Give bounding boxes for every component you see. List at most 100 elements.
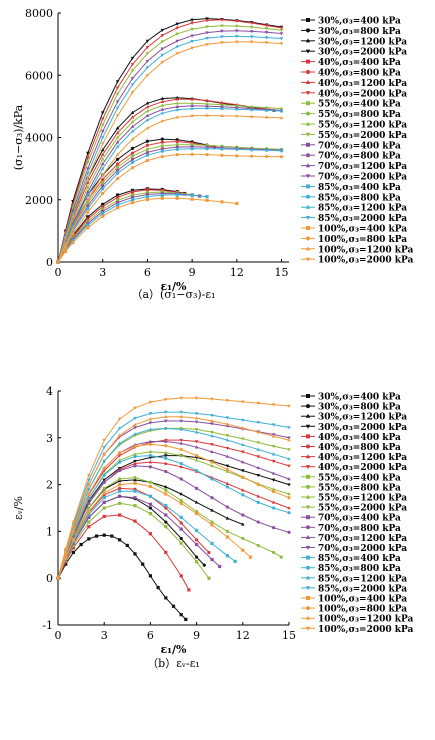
chart-b-series-18-point bbox=[241, 493, 245, 497]
chart-a-series-18-point bbox=[116, 171, 120, 175]
chart-b-series-24-point bbox=[87, 473, 91, 478]
chart-a-series-8-point bbox=[86, 156, 90, 160]
chart-b-series-5-point bbox=[187, 588, 191, 592]
chart-b-legend-swatch-marker bbox=[305, 626, 311, 631]
chart-a-series-20-point bbox=[86, 172, 90, 176]
chart-a-y-tick-label: 8000 bbox=[25, 7, 53, 20]
chart-b-series-1-point bbox=[71, 550, 75, 555]
chart-b-series-24-point bbox=[102, 438, 106, 443]
chart-b-series-1-point bbox=[102, 533, 106, 537]
chart-b-series-22-point bbox=[241, 475, 245, 479]
chart-a-series-22-point bbox=[250, 154, 254, 158]
chart-b-series-1-point bbox=[87, 537, 91, 541]
chart-b-series-10-point bbox=[164, 488, 168, 492]
chart-a-legend-label: 100%,σ₃=2000 kPa bbox=[318, 256, 414, 266]
chart-a-series-16-point bbox=[264, 31, 269, 35]
chart-b-series-1-point bbox=[148, 574, 152, 578]
chart-b-series-20-point bbox=[225, 416, 230, 420]
chart-a-series-4-point bbox=[175, 22, 179, 26]
chart-b-series-8-point bbox=[225, 446, 230, 451]
chart-b-series-24-point bbox=[287, 404, 291, 408]
chart-b-x-tick-label: 0 bbox=[55, 629, 62, 642]
chart-b-series-20-point bbox=[117, 427, 122, 431]
chart-a-series-12-point bbox=[160, 40, 165, 44]
chart-a-x-tick-label: 9 bbox=[189, 266, 196, 279]
chart-b-legend-swatch-marker bbox=[305, 535, 311, 539]
chart-a-series-9-point bbox=[86, 219, 90, 224]
chart-b-legend-swatch-marker bbox=[306, 555, 310, 560]
chart-b-series-6-point bbox=[195, 538, 199, 542]
chart-b-series-22-point bbox=[210, 460, 214, 464]
chart-a-legend-swatch-marker bbox=[306, 18, 310, 22]
chart-a-series-15-point bbox=[100, 162, 105, 166]
chart-b-series-14-point bbox=[133, 464, 137, 468]
chart-a-series-18-point bbox=[250, 148, 254, 152]
chart-b-y-tick-label: 3 bbox=[46, 432, 53, 445]
chart-a-legend-label: 55%,σ₃=800 kPa bbox=[318, 110, 401, 120]
chart-a-legend-swatch-marker bbox=[305, 121, 311, 126]
chart-b-series-16-point bbox=[225, 424, 230, 429]
chart-a-series-7-point bbox=[100, 152, 105, 156]
chart-a-series-16-point bbox=[130, 77, 135, 81]
chart-a-series-12-point bbox=[220, 24, 224, 28]
chart-a-series-15-point bbox=[115, 140, 120, 144]
chart-b-series-14-point bbox=[118, 468, 122, 473]
chart-b-series-20-point bbox=[271, 423, 276, 427]
chart-a-series-1-point bbox=[101, 202, 105, 207]
chart-a-series-21-point bbox=[116, 206, 120, 210]
chart-a-series-13-point bbox=[116, 200, 120, 205]
chart-b-series-14-point bbox=[225, 505, 229, 509]
chart-a-series-19-point bbox=[100, 166, 105, 170]
chart-a-series-11-point bbox=[160, 103, 165, 107]
chart-a-series-24-point bbox=[100, 142, 105, 146]
chart-a-y-tick-label: 0 bbox=[46, 256, 53, 269]
chart-b-y-tick-label: 4 bbox=[46, 385, 53, 398]
chart-a-series-11-point bbox=[235, 103, 239, 108]
chart-a-x-axis-label: ε₁/% bbox=[161, 280, 188, 293]
chart-a-series-19-point bbox=[160, 111, 165, 115]
chart-b-series-22-point bbox=[148, 442, 152, 446]
chart-b-series-17-point bbox=[133, 489, 137, 493]
chart-a-series-11-point bbox=[100, 157, 105, 161]
chart-a-series-22-point bbox=[101, 191, 105, 196]
chart-b-series-19-point bbox=[117, 441, 122, 445]
chart-a-series-3-point bbox=[145, 101, 150, 105]
chart-b-series-9-point bbox=[148, 512, 152, 516]
chart-a-series-16-point bbox=[100, 129, 105, 134]
chart-a-series-24-point bbox=[205, 43, 209, 47]
chart-a-series-5-point bbox=[145, 188, 150, 192]
chart-b-series-21-point bbox=[64, 556, 68, 560]
chart-a-legend-swatch-marker bbox=[306, 111, 310, 116]
chart-b-series-21 bbox=[56, 481, 253, 580]
chart-b: 0 3 6 9 12 15-101234ε₁/%εᵥ/%（b）εᵥ-ε₁30%,σ₃=40… bbox=[12, 385, 414, 670]
chart-a-series-8-point bbox=[145, 45, 150, 50]
chart-a-series-22-point bbox=[145, 158, 150, 163]
chart-b-series-23-point bbox=[241, 426, 245, 430]
chart-b-series-12-point bbox=[210, 430, 214, 435]
chart-b-series-24-point bbox=[241, 400, 245, 404]
chart-a-series-13-point bbox=[101, 209, 105, 213]
chart-b-series-4-point bbox=[148, 456, 153, 460]
chart-b-series-10-point bbox=[256, 543, 260, 548]
chart-b-series-10-point bbox=[225, 529, 229, 534]
chart-a-series-16-point bbox=[86, 167, 90, 171]
chart-b-legend-swatch-marker bbox=[306, 606, 310, 611]
chart-a-x-tick-label: 15 bbox=[275, 266, 289, 279]
chart-a-series-4-point bbox=[145, 39, 150, 43]
chart-b-series-8-point bbox=[194, 440, 199, 444]
chart-a-series-8-point bbox=[190, 21, 194, 25]
chart-a-series-23-point bbox=[160, 119, 165, 123]
chart-b-series-7-point bbox=[271, 500, 276, 504]
chart-b-series-15-point bbox=[271, 471, 276, 475]
chart-b-series-24 bbox=[56, 396, 291, 581]
chart-b-series-22-point bbox=[87, 492, 91, 496]
chart-a-legend-label: 100%,σ₃=400 kPa bbox=[318, 225, 407, 235]
chart-b-legend-swatch-marker bbox=[305, 575, 311, 580]
chart-a-series-11-point bbox=[190, 101, 194, 105]
chart-a-y-tick-label: 6000 bbox=[25, 69, 53, 82]
chart-a-series-24-point bbox=[86, 176, 90, 180]
chart-b-series-4-point bbox=[102, 478, 106, 482]
chart-b-series-4-point bbox=[271, 478, 276, 482]
chart-b-series-1-point bbox=[118, 538, 122, 542]
chart-a-series-20-point bbox=[220, 35, 224, 39]
